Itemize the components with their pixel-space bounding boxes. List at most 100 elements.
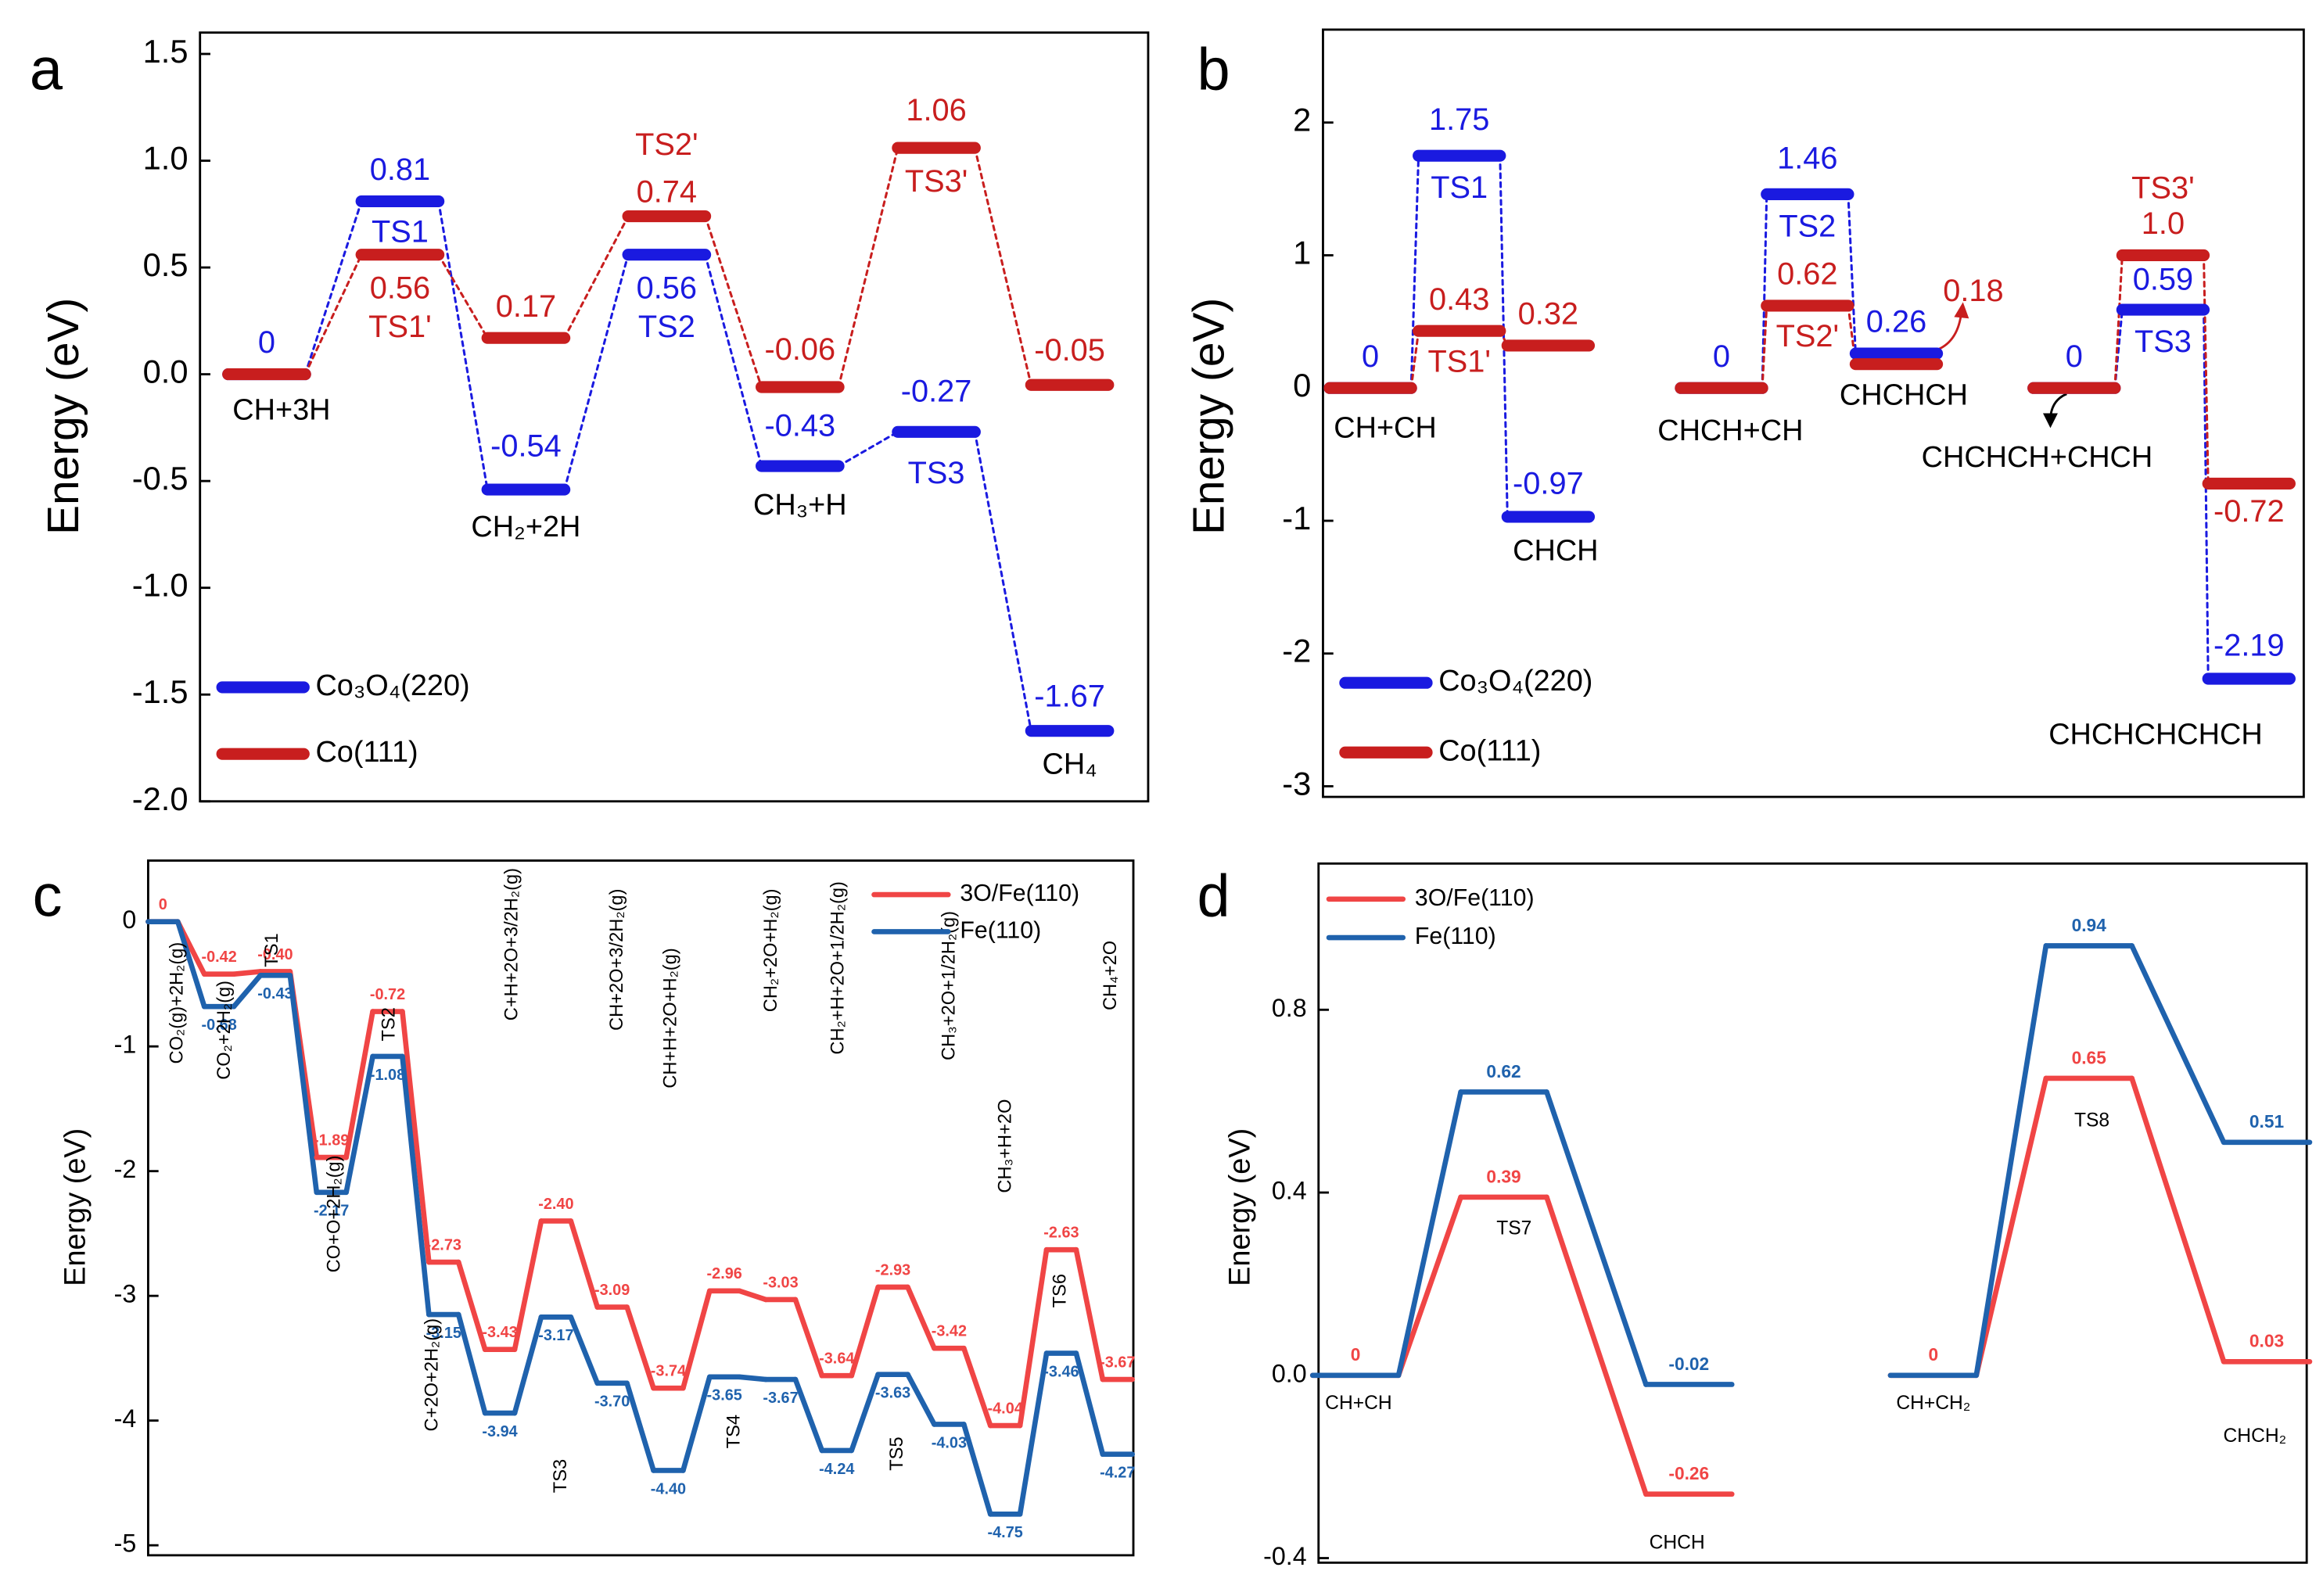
y-tick-label: -1 bbox=[114, 1031, 137, 1059]
connector bbox=[437, 253, 489, 339]
legend-label: Co₃O₄(220) bbox=[315, 669, 469, 702]
value-label: 0.56 bbox=[370, 271, 430, 306]
value-label: -3.64 bbox=[819, 1350, 854, 1368]
connector bbox=[961, 1422, 993, 1517]
value-label: -3.43 bbox=[482, 1324, 517, 1341]
state-label: CH₃+H bbox=[753, 489, 847, 522]
connector bbox=[512, 1314, 544, 1416]
ts-label: TS1' bbox=[1427, 344, 1491, 378]
ts-label: TS3' bbox=[2131, 171, 2195, 206]
value-label: 0.32 bbox=[1518, 297, 1578, 332]
value-label: 0 bbox=[1362, 339, 1379, 374]
value-label: -0.27 bbox=[901, 375, 972, 409]
state-label: CH₄ bbox=[1042, 748, 1097, 780]
connector bbox=[512, 1218, 544, 1353]
y-tick-label: 0.4 bbox=[1272, 1177, 1307, 1205]
connector bbox=[2113, 253, 2124, 389]
connector bbox=[624, 1380, 656, 1473]
value-label: -0.02 bbox=[1668, 1354, 1709, 1374]
connector bbox=[400, 1053, 432, 1318]
value-label: -0.97 bbox=[1513, 467, 1584, 501]
value-label: -4.27 bbox=[1100, 1465, 1135, 1482]
connector bbox=[2129, 1075, 2227, 1365]
value-label: -2.96 bbox=[707, 1265, 742, 1282]
state-label: C+2O+2H₂(g) bbox=[422, 1318, 442, 1432]
value-label: 0 bbox=[2066, 339, 2083, 374]
state-label: CHCHCH+CHCH bbox=[1922, 441, 2153, 474]
plot-frame bbox=[199, 31, 1150, 803]
value-label: -0.40 bbox=[257, 946, 293, 963]
connector bbox=[1761, 304, 1768, 389]
value-label: 0.39 bbox=[1486, 1166, 1521, 1186]
value-label: -2.63 bbox=[1043, 1225, 1079, 1242]
value-label: 0.56 bbox=[637, 271, 697, 306]
connector bbox=[736, 1374, 769, 1383]
connector bbox=[437, 199, 489, 491]
state-label: CO+O+2H₂(g) bbox=[324, 1155, 344, 1272]
connector bbox=[1017, 1246, 1050, 1429]
state-label: CH+3H bbox=[232, 394, 330, 427]
value-label: -3.94 bbox=[482, 1423, 517, 1440]
connector bbox=[1395, 1089, 1463, 1379]
legend-label: Fe(110) bbox=[1415, 924, 1496, 949]
state-label: CO₂(g)+2H₂(g) bbox=[167, 942, 188, 1064]
y-tick-label: 0.5 bbox=[143, 246, 188, 283]
y-tick-label: -1.5 bbox=[132, 673, 188, 710]
state-label: TS8 bbox=[2074, 1110, 2109, 1131]
state-label: CHCH bbox=[1650, 1532, 1705, 1553]
connector bbox=[973, 430, 1032, 733]
value-label: 0 bbox=[1929, 1344, 1939, 1365]
y-tick-label: 1.5 bbox=[143, 33, 188, 70]
y-tick-label: 1.0 bbox=[143, 140, 188, 177]
connector bbox=[1499, 154, 1509, 518]
connector bbox=[905, 1284, 937, 1351]
value-label: -2.19 bbox=[2213, 629, 2285, 663]
connector bbox=[563, 253, 630, 491]
value-label: 0.81 bbox=[370, 152, 430, 187]
legend-label: Co(111) bbox=[1438, 734, 1541, 767]
value-label: 1.46 bbox=[1777, 141, 1837, 175]
y-tick-label: 0.8 bbox=[1272, 994, 1307, 1022]
connector bbox=[303, 253, 363, 376]
state-label: TS6 bbox=[1050, 1274, 1070, 1307]
arrow-head bbox=[1954, 302, 1969, 319]
connector bbox=[961, 1345, 993, 1429]
panel-label: d bbox=[1197, 863, 1230, 930]
value-label: 0.43 bbox=[1429, 282, 1489, 317]
connector bbox=[1973, 943, 2049, 1379]
y-tick-label: 1 bbox=[1293, 234, 1311, 271]
y-tick-label: -4 bbox=[114, 1404, 137, 1433]
connector bbox=[1847, 192, 1857, 355]
value-label: -0.43 bbox=[257, 985, 293, 1002]
value-label: 0.26 bbox=[1866, 305, 1926, 339]
connector bbox=[849, 1284, 881, 1379]
y-axis-label: Energy (eV) bbox=[1223, 1128, 1256, 1286]
connector bbox=[1395, 1194, 1463, 1379]
ts-label: TS3 bbox=[908, 456, 965, 490]
legend-label: Co₃O₄(220) bbox=[1438, 665, 1592, 698]
y-tick-label: -0.5 bbox=[132, 460, 188, 497]
value-label: 1.06 bbox=[906, 93, 966, 127]
connector bbox=[1073, 1350, 1106, 1458]
panel-label: b bbox=[1197, 37, 1230, 103]
value-label: -4.40 bbox=[651, 1480, 686, 1497]
value-label: -3.42 bbox=[932, 1323, 967, 1340]
value-label: -3.17 bbox=[538, 1327, 573, 1344]
y-tick-label: -3 bbox=[1282, 765, 1311, 802]
connector bbox=[624, 1304, 656, 1391]
state-label: CH₄+2O bbox=[1100, 941, 1121, 1010]
connector bbox=[231, 972, 264, 1010]
connector bbox=[1761, 192, 1768, 389]
state-label: CHCH₂ bbox=[2224, 1426, 2287, 1447]
ts-label: TS1 bbox=[372, 215, 429, 249]
y-axis-label: Energy (eV) bbox=[1184, 298, 1233, 535]
connector bbox=[563, 215, 630, 339]
state-label: TS4 bbox=[724, 1415, 745, 1448]
ts-label: TS3' bbox=[905, 164, 968, 199]
connector bbox=[973, 146, 1032, 386]
connector bbox=[704, 215, 763, 389]
value-label: 0 bbox=[1713, 339, 1730, 374]
value-label: -2.73 bbox=[426, 1237, 461, 1254]
